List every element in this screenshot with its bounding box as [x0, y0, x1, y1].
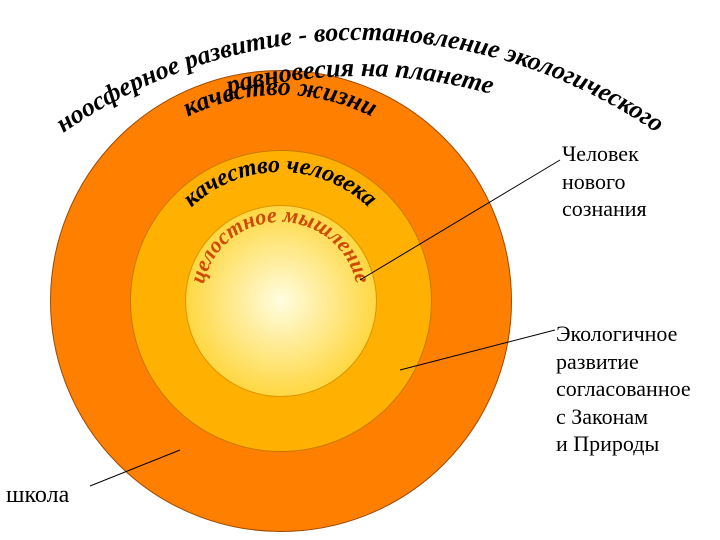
label-eco-dev: Экологичноеразвитиесогласованноес Закона… [556, 320, 691, 458]
diagram-stage: ноосферное развитие - восстановление эко… [0, 0, 720, 540]
label-school: школа [6, 480, 69, 510]
ring-inner [185, 205, 377, 397]
label-new-human: Человекновогосознания [562, 140, 647, 223]
